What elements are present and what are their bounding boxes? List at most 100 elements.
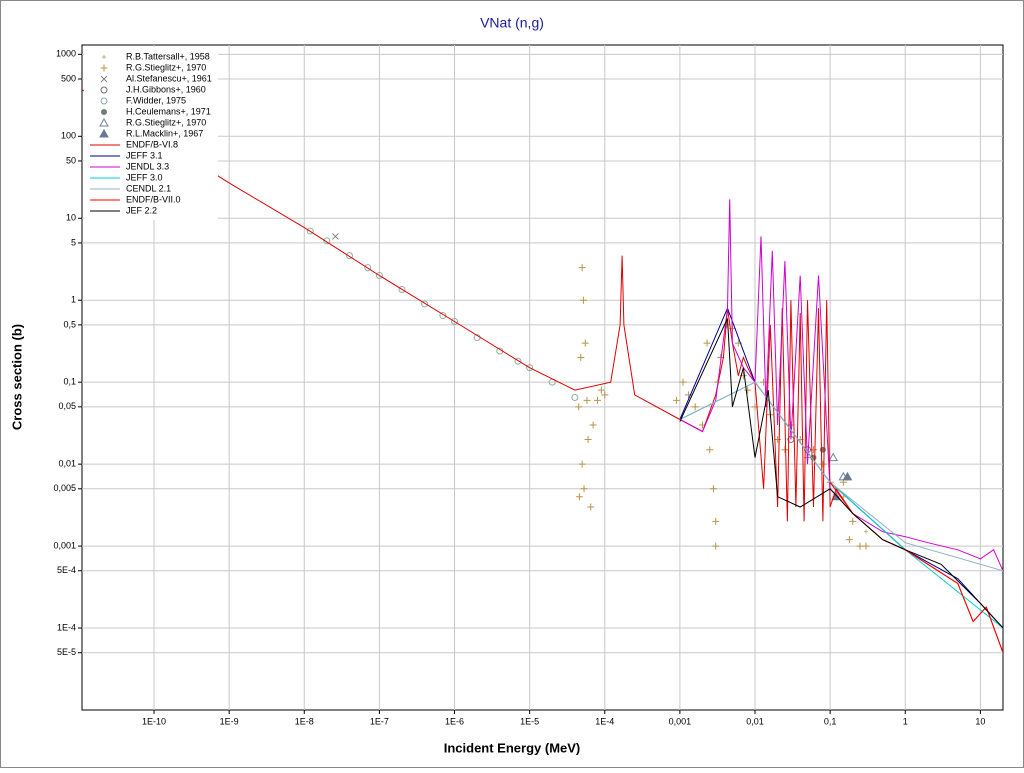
marker-plus — [577, 353, 585, 361]
marker-circle — [100, 86, 108, 94]
marker-plus — [581, 339, 589, 347]
legend-label: CENDL 2.1 — [126, 183, 171, 193]
legend-label: J.H.Gibbons+, 1960 — [126, 84, 206, 94]
legend-label: ENDF/B-VII.0 — [126, 194, 181, 204]
marker-circle — [571, 394, 579, 402]
marker-plus — [709, 485, 717, 493]
marker-triangle — [99, 117, 109, 127]
y-tick-label: 0,005 — [53, 483, 76, 493]
x-tick-label: 1E-4 — [595, 716, 614, 726]
grid — [78, 45, 1003, 714]
legend-label: R.B.Tattersall+, 1958 — [126, 51, 210, 61]
x-tick-label: 1E-6 — [445, 716, 464, 726]
x-tick-label: 10 — [975, 716, 985, 726]
marker-circle — [526, 364, 534, 372]
marker-plus — [580, 485, 588, 493]
legend-label: Al.Stefanescu+, 1961 — [126, 73, 212, 83]
marker-circle — [439, 312, 447, 320]
marker-plus — [691, 403, 699, 411]
marker-plus — [100, 64, 108, 72]
marker-plus — [587, 503, 595, 511]
marker-circle — [375, 272, 383, 280]
marker-plus — [578, 264, 586, 272]
marker-plus — [583, 396, 591, 404]
marker-circle — [514, 357, 522, 365]
marker-tiny — [863, 529, 868, 534]
y-tick-label: 0,1 — [63, 377, 76, 387]
marker-plus — [584, 435, 592, 443]
marker-circle — [345, 252, 353, 260]
marker-plus — [575, 403, 583, 411]
series-line — [82, 89, 1003, 653]
y-tick-label: 5 — [71, 237, 76, 247]
y-tick-label: 5E-4 — [57, 565, 76, 575]
marker-plus — [862, 542, 870, 550]
marks — [82, 89, 1003, 653]
marker-plus — [593, 396, 601, 404]
legend-label: H.Ceulemans+, 1971 — [126, 106, 211, 116]
marker-plus — [579, 296, 587, 304]
x-tick-label: 1 — [903, 716, 908, 726]
chart-title: VNat (n,g) — [480, 15, 544, 31]
x-tick-label: 1E-10 — [142, 716, 166, 726]
marker-plus — [672, 396, 680, 404]
x-tick-label: 0,1 — [824, 716, 837, 726]
y-tick-label: 0,5 — [63, 319, 76, 329]
x-axis-label: Incident Energy (MeV) — [444, 740, 581, 755]
marker-x — [100, 75, 108, 83]
x-tick-label: 0,001 — [669, 716, 692, 726]
legend-label: JENDL 3.3 — [126, 161, 169, 171]
marker-plus — [578, 460, 586, 468]
marker-plus — [856, 542, 864, 550]
marker-x — [332, 233, 339, 240]
marker-circle — [451, 317, 459, 325]
marker-plus — [589, 421, 597, 429]
y-tick-label: 100 — [61, 131, 76, 141]
y-tick-label: 1 — [71, 295, 76, 305]
x-tick-label: 1E-5 — [520, 716, 539, 726]
marker-plus — [597, 386, 605, 394]
legend-label: R.G.Stieglitz+, 1970 — [126, 117, 206, 127]
y-tick-label: 5E-5 — [57, 647, 76, 657]
y-axis-label: Cross section (b) — [9, 324, 24, 430]
marker-filled-triangle — [99, 128, 109, 138]
legend-label: F.Widder, 1975 — [126, 95, 186, 105]
legend-label: JEF 2.2 — [126, 205, 157, 215]
marker-plus — [706, 446, 714, 454]
marker-plus — [712, 517, 720, 525]
marker-plus — [575, 493, 583, 501]
y-tick-label: 1000 — [56, 49, 76, 59]
x-tick-label: 1E-8 — [295, 716, 314, 726]
marker-plus — [744, 386, 752, 394]
marker-plus — [819, 460, 827, 468]
marker-plus — [781, 446, 789, 454]
y-tick-label: 0,01 — [58, 459, 76, 469]
marker-tiny — [102, 55, 106, 59]
marker-plus — [703, 339, 711, 347]
series-line — [679, 199, 1003, 572]
marker-dot — [819, 446, 826, 453]
marker-plus — [849, 517, 857, 525]
plot-area — [81, 44, 1004, 711]
marker-circle — [306, 227, 314, 235]
y-tick-label: 1E-4 — [57, 622, 76, 632]
marker-dot — [101, 109, 107, 115]
y-tick-label: 0,001 — [53, 540, 76, 550]
series-line — [679, 318, 1003, 629]
marker-plus — [845, 536, 853, 544]
marker-circle — [421, 300, 429, 308]
marker-circle — [364, 264, 372, 272]
marker-plus — [760, 378, 768, 386]
marker-plus — [712, 542, 720, 550]
y-tick-label: 500 — [61, 73, 76, 83]
marker-plus — [601, 391, 609, 399]
marker-filled-triangle — [842, 471, 853, 481]
marker-circle — [100, 97, 108, 105]
legend-label: R.L.Macklin+, 1967 — [126, 128, 203, 138]
legend-label: JEFF 3.0 — [126, 172, 163, 182]
marker-plus — [679, 378, 687, 386]
legend-label: R.G.Stieglitz+, 1970 — [126, 62, 206, 72]
legend-label: ENDF/B-VI.8 — [126, 139, 178, 149]
